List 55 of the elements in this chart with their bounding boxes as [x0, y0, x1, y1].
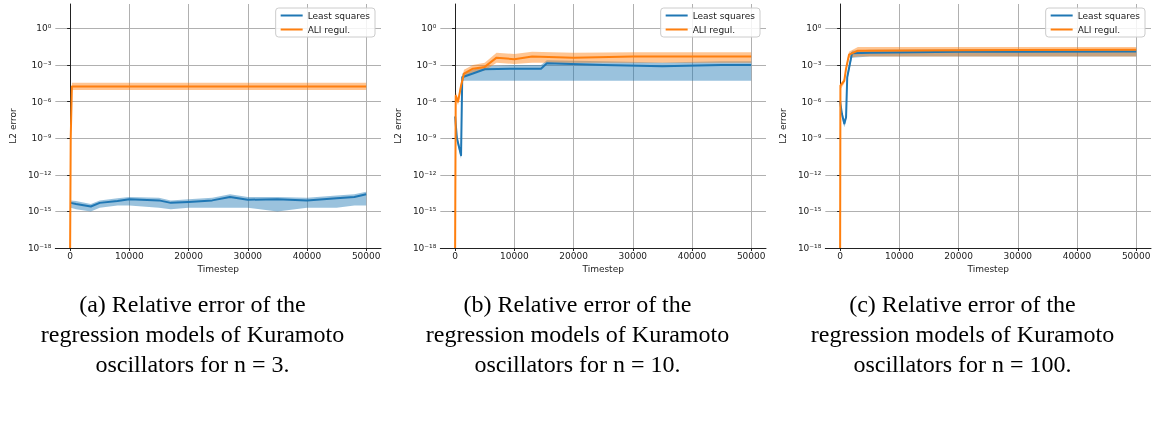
x-tick-label: 30000: [233, 250, 263, 261]
y-tick-label: 10⁰: [421, 23, 437, 34]
legend-label: Least squares: [692, 10, 756, 21]
y-tick-label: 10⁻³: [416, 60, 437, 70]
x-tick-label: 40000: [677, 250, 707, 261]
y-tick-label: 10⁻¹⁸: [412, 243, 437, 253]
x-axis-title: Timestep: [966, 264, 1010, 275]
text: (c) Relative error of the regression models of Kuramoto oscillators for n = 100.: [809, 290, 1116, 379]
y-tick-label: 10⁻⁶: [801, 96, 822, 107]
x-tick-label: 20000: [944, 250, 974, 261]
x-axis-title: Timestep: [581, 264, 625, 275]
x-tick-label: 30000: [1003, 250, 1033, 261]
line-series: [69, 193, 368, 208]
x-tick-label: 10000: [500, 250, 529, 261]
text: (a) Relative error of the regression models of Kuramoto oscillators for n = 3.: [39, 290, 346, 379]
x-tick-label: 10000: [885, 250, 914, 261]
y-tick-label: 10⁻¹⁵: [27, 206, 52, 217]
x-tick-label: 20000: [559, 250, 589, 261]
y-axis-title: L2 error: [7, 108, 18, 144]
x-tick-label: 0: [67, 250, 74, 261]
x-tick-label: 30000: [618, 250, 648, 261]
y-tick-label: 10⁻⁹: [801, 133, 822, 144]
y-tick-label: 10⁻¹⁵: [797, 206, 822, 217]
x-tick-label: 40000: [292, 250, 322, 261]
x-tick-label: 20000: [174, 250, 204, 261]
y-tick-label: 10⁻¹²: [27, 169, 52, 180]
y-tick-label: 10⁻⁶: [31, 96, 52, 107]
y-tick-label: 10⁻¹⁸: [27, 243, 52, 253]
y-tick-label: 10⁻⁹: [416, 133, 437, 144]
x-tick-label: 0: [452, 250, 459, 261]
y-tick-label: 10⁻¹²: [412, 169, 437, 180]
y-tick-label: 10⁻¹²: [797, 169, 822, 180]
x-tick-label: 40000: [1062, 250, 1092, 261]
y-tick-label: 10⁻¹⁸: [797, 243, 822, 253]
y-tick-label: 10⁻¹⁵: [412, 206, 437, 217]
x-tick-label: 50000: [1121, 250, 1151, 261]
legend-label: ALI regul.: [307, 24, 351, 35]
legend-label: ALI regul.: [692, 24, 736, 35]
legend-label: ALI regul.: [1077, 24, 1121, 35]
x-tick-label: 10000: [115, 250, 144, 261]
y-tick-label: 10⁻³: [801, 60, 822, 70]
y-tick-label: 10⁻⁶: [416, 96, 437, 107]
x-tick-label: 50000: [736, 250, 766, 261]
y-tick-label: 10⁻³: [31, 60, 52, 70]
x-tick-label: 50000: [351, 250, 381, 261]
x-tick-label: 0: [837, 250, 844, 261]
legend-label: Least squares: [1077, 10, 1141, 21]
y-axis-title: L2 error: [392, 108, 403, 144]
text: (b) Relative error of the regression models of Kuramoto oscillators for n = 10.: [424, 290, 731, 379]
x-axis-title: Timestep: [196, 264, 240, 275]
y-tick-label: 10⁰: [36, 23, 52, 34]
y-axis-title: L2 error: [777, 108, 788, 144]
y-tick-label: 10⁻⁹: [31, 133, 52, 144]
legend-label: Least squares: [307, 10, 371, 21]
y-tick-label: 10⁰: [806, 23, 822, 34]
